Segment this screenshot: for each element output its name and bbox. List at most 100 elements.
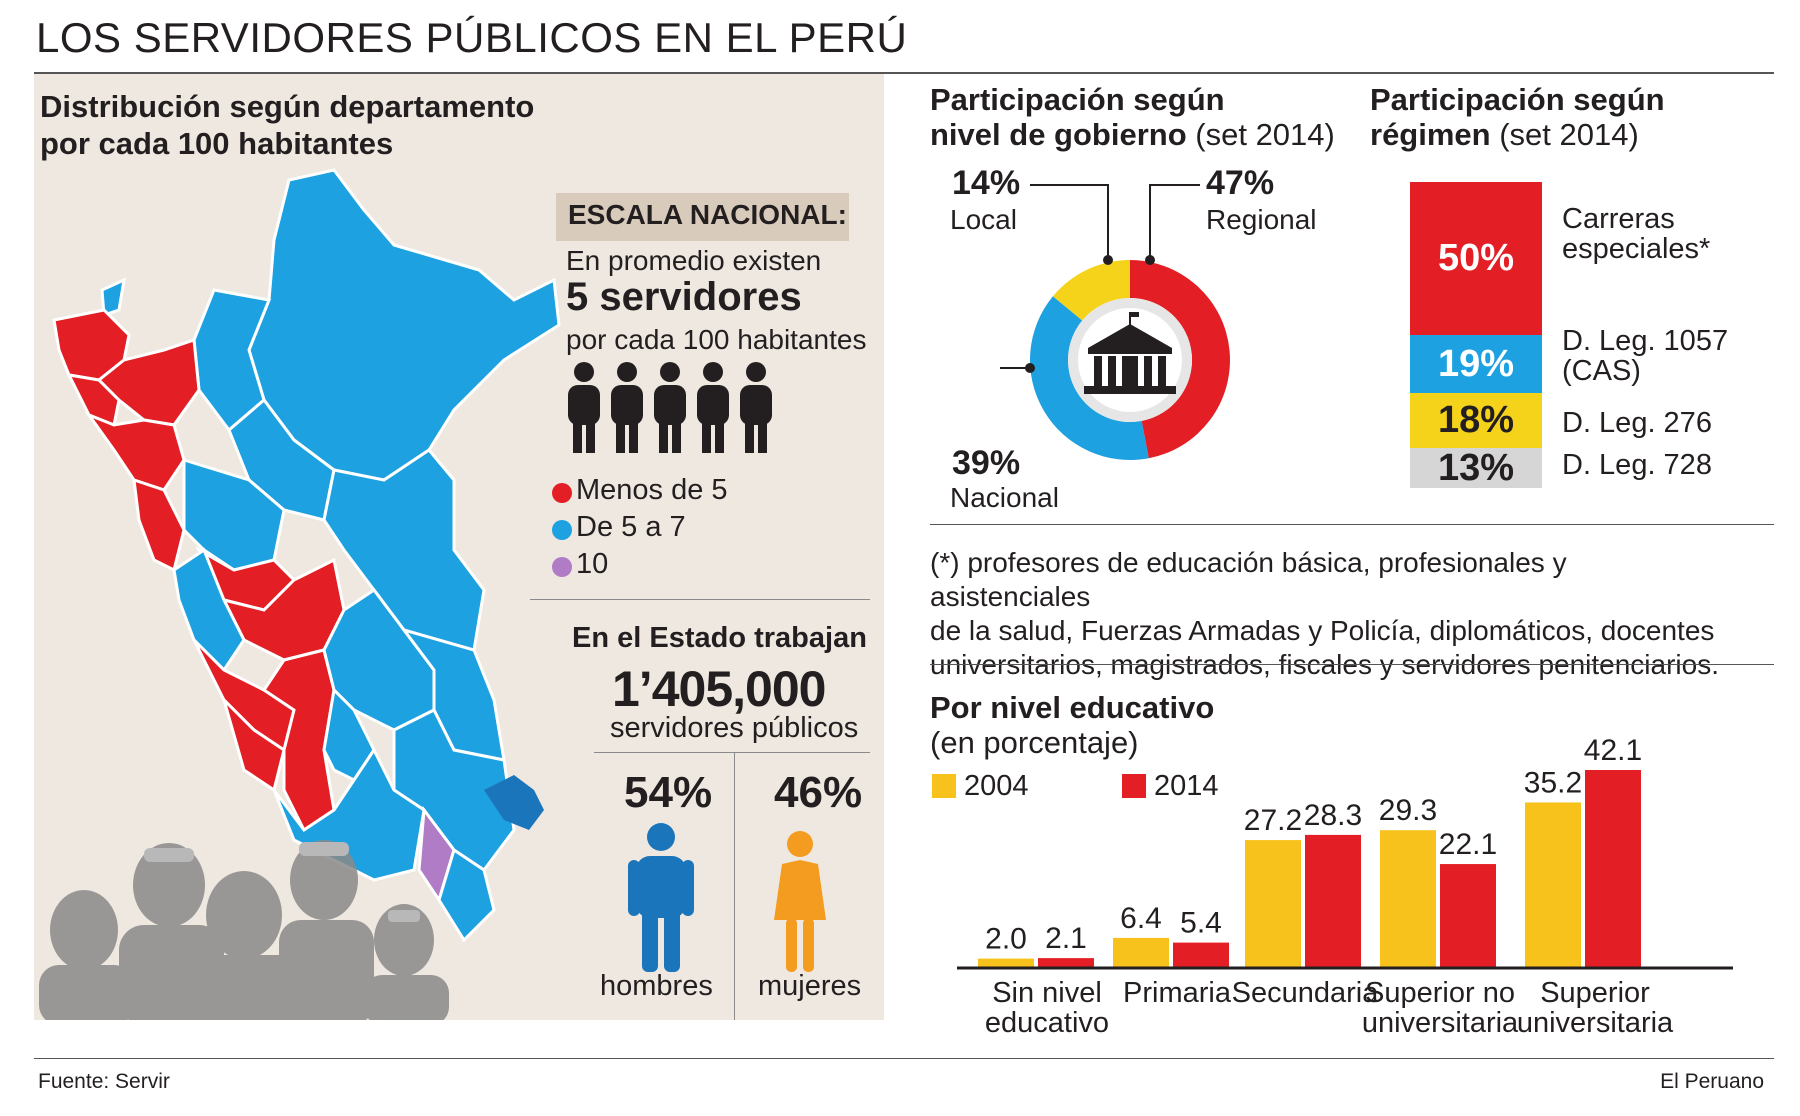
- promedio-line1: En promedio existen: [566, 245, 822, 276]
- leader-nacional: [1000, 367, 1030, 369]
- peru-map: [52, 168, 561, 943]
- category-label-1: Primaria: [1123, 977, 1231, 1009]
- note-top-divider: [930, 524, 1774, 525]
- man-icon: [628, 823, 694, 972]
- bar-2004-3: [1380, 830, 1436, 968]
- regimen-label-276: D. Leg. 276: [1562, 407, 1712, 439]
- bar-label-2014-1: 5.4: [1180, 907, 1222, 940]
- bar-label-2004-0: 2.0: [985, 923, 1027, 956]
- donut-slice-local: [1052, 260, 1130, 321]
- bar-label-2014-4: 42.1: [1584, 734, 1642, 767]
- bar-2014-4: [1585, 770, 1641, 968]
- gobierno-donut-chart: [1000, 184, 1230, 460]
- gender-vertical-divider: [734, 752, 735, 1020]
- leader-regional: [1149, 184, 1200, 260]
- person-icon-2: [611, 362, 643, 453]
- category-label-3: Superior no universitaria: [1361, 977, 1519, 1039]
- bar-label-2014-0: 2.1: [1045, 922, 1087, 955]
- map-region-lalibertad: [84, 411, 186, 492]
- bar-label-2004-2: 27.2: [1244, 804, 1302, 837]
- escala-nacional-box: [556, 193, 849, 241]
- map-region-ancash: [132, 477, 186, 573]
- donut-slice-nacional: [1030, 296, 1149, 460]
- legend-dot-menos5: [552, 483, 572, 503]
- bar-label-2014-2: 28.3: [1304, 799, 1362, 832]
- map-title: Distribución según departamento por cada…: [40, 89, 535, 161]
- estado-servidores-label: servidores públicos: [610, 712, 859, 744]
- legend-5a7: De 5 a 7: [576, 511, 686, 543]
- person-4: [290, 840, 358, 920]
- bar-label-2004-1: 6.4: [1120, 902, 1162, 935]
- person-1: [50, 890, 118, 970]
- page-title: LOS SERVIDORES PÚBLICOS EN EL PERÚ: [36, 14, 908, 61]
- nacional-label: Nacional: [950, 482, 1059, 513]
- legend-10: 10: [576, 548, 609, 580]
- map-region-ica: [220, 694, 286, 793]
- educativo-bar-chart: 2.0 2.1 6.4 5.4 27.2 28.3 29.322.1 35.242.1: [957, 734, 1733, 970]
- educativo-title: Por nivel educativo (en porcentaje): [930, 690, 1215, 760]
- regimen-pct-0: 50%: [1437, 237, 1515, 279]
- person-icon-5: [740, 362, 772, 453]
- donut-slice-regional: [1130, 260, 1230, 459]
- person-icon-4: [697, 362, 729, 453]
- hombres-label: hombres: [600, 970, 713, 1002]
- bar-2004-0: [978, 958, 1034, 968]
- regimen-pct-2: 18%: [1437, 399, 1515, 442]
- regimen-pct-1: 19%: [1437, 342, 1515, 385]
- category-label-0: Sin nivel educativo: [984, 977, 1110, 1039]
- person-3: [206, 871, 282, 959]
- bar-label-2014-3: 22.1: [1439, 828, 1497, 861]
- brand: El Peruano: [1660, 1070, 1764, 1093]
- woman-icon: [774, 831, 826, 972]
- legend-swatch-2004: [932, 774, 956, 798]
- map-region-tacna: [437, 847, 496, 943]
- person-icon-1: [568, 362, 600, 453]
- bar-2004-2: [1245, 840, 1301, 968]
- escala-nacional-label: ESCALA NACIONAL:: [568, 199, 847, 230]
- legend-swatch-2014: [1122, 774, 1146, 798]
- promedio-value: 5 servidores: [566, 275, 802, 319]
- five-people-icons: [568, 362, 772, 453]
- legend-dot-5a7: [552, 520, 572, 540]
- mujeres-pct: 46%: [774, 768, 863, 817]
- map-region-tumbes: [100, 277, 126, 318]
- regimen-segment-2: 18%: [1410, 393, 1542, 449]
- regimen-segment-3: 13%: [1410, 446, 1542, 489]
- leader-local: [1030, 184, 1109, 260]
- local-label: Local: [950, 204, 1017, 235]
- mujeres-label: mujeres: [758, 970, 862, 1002]
- bar-2014-1: [1173, 942, 1229, 968]
- bar-2014-0: [1038, 958, 1094, 968]
- regimen-segment-0: 50%: [1410, 182, 1542, 335]
- title-divider: [34, 72, 1774, 74]
- category-label-4: Superior universitaria: [1516, 977, 1674, 1039]
- estado-total-value: 1’405,000: [612, 661, 826, 717]
- government-building-icon: [1078, 308, 1182, 412]
- gender-top-divider: [594, 752, 870, 753]
- bar-2004-4: [1525, 802, 1581, 968]
- local-pct: 14%: [952, 164, 1021, 202]
- regimen-label-carreras: Carreras especiales*: [1562, 203, 1711, 265]
- regimen-label-728: D. Leg. 728: [1562, 449, 1712, 481]
- regimen-pct-3: 13%: [1437, 446, 1515, 489]
- footer-divider: [34, 1058, 1774, 1059]
- bar-2014-2: [1305, 834, 1361, 968]
- regimen-label-cas: D. Leg. 1057 (CAS): [1562, 325, 1729, 387]
- bar-label-2004-4: 35.2: [1524, 766, 1582, 799]
- estado-trabajan-label: En el Estado trabajan: [572, 622, 867, 654]
- lake-titicaca: [484, 775, 544, 830]
- nacional-pct: 39%: [952, 444, 1021, 482]
- bar-2004-1: [1113, 937, 1169, 968]
- category-label-2: Secundaria: [1231, 977, 1379, 1009]
- regimen-stacked-bar: 50% 19% 18% 13%: [1410, 182, 1542, 489]
- regimen-segment-1: 19%: [1410, 335, 1542, 394]
- regional-label: Regional: [1206, 204, 1317, 235]
- public-servants-illustration: [39, 840, 449, 1020]
- legend-2004: 2004: [964, 770, 1029, 802]
- bar-label-2004-3: 29.3: [1379, 794, 1437, 827]
- map-region-loreto: [247, 168, 561, 482]
- regional-pct: 47%: [1206, 164, 1275, 202]
- bar-2014-3: [1440, 864, 1496, 968]
- promedio-line3: por cada 100 habitantes: [566, 324, 867, 355]
- legend-2014: 2014: [1154, 770, 1219, 802]
